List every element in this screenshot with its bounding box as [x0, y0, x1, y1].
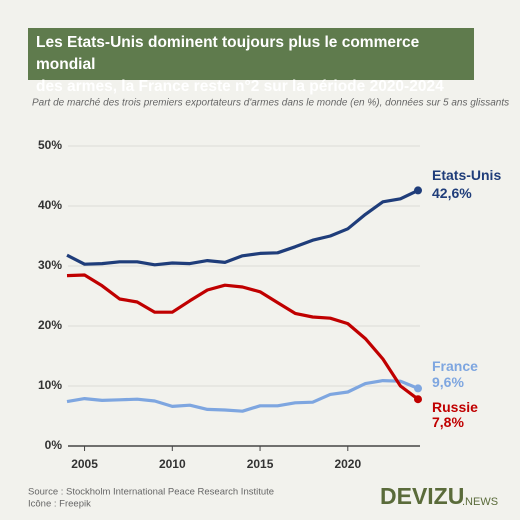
series-name: Etats-Unis: [432, 167, 501, 183]
y-tick-label: 20%: [38, 318, 62, 332]
y-tick-label: 10%: [38, 378, 62, 392]
subtitle: Part de marché des trois premiers export…: [32, 98, 509, 109]
series-line: [66, 188, 419, 267]
y-tick-label: 50%: [38, 138, 62, 152]
x-tick-label: 2010: [159, 457, 186, 471]
brand-suffix: .NEWS: [462, 496, 498, 508]
value-label: 42,6%: [432, 185, 472, 201]
title: Les Etats-Unis dominent toujours plus le…: [28, 28, 474, 95]
end-point: [414, 384, 422, 393]
series-line: [66, 379, 419, 413]
icons-credit: Icône : Freepik: [28, 499, 91, 510]
y-tick-label: 0%: [45, 438, 63, 452]
brand: DEVIZU: [380, 483, 464, 509]
x-tick-label: 2005: [71, 457, 98, 471]
y-tick-label: 40%: [38, 198, 62, 212]
x-tick-label: 2015: [247, 457, 274, 471]
source: Source : Stockholm International Peace R…: [28, 487, 274, 498]
title-line: des armes, la France reste n°2 sur la pé…: [36, 78, 444, 95]
value-label: 7,8%: [432, 414, 464, 430]
x-tick-label: 2020: [334, 457, 361, 471]
y-tick-label: 30%: [38, 258, 62, 272]
value-label: 9,6%: [432, 374, 464, 390]
end-point: [414, 395, 422, 404]
title-line: Les Etats-Unis dominent toujours plus le…: [36, 34, 420, 73]
series-name: France: [432, 358, 478, 374]
series-line: [66, 273, 419, 401]
end-point: [414, 186, 422, 195]
series-name: Russie: [432, 399, 478, 415]
